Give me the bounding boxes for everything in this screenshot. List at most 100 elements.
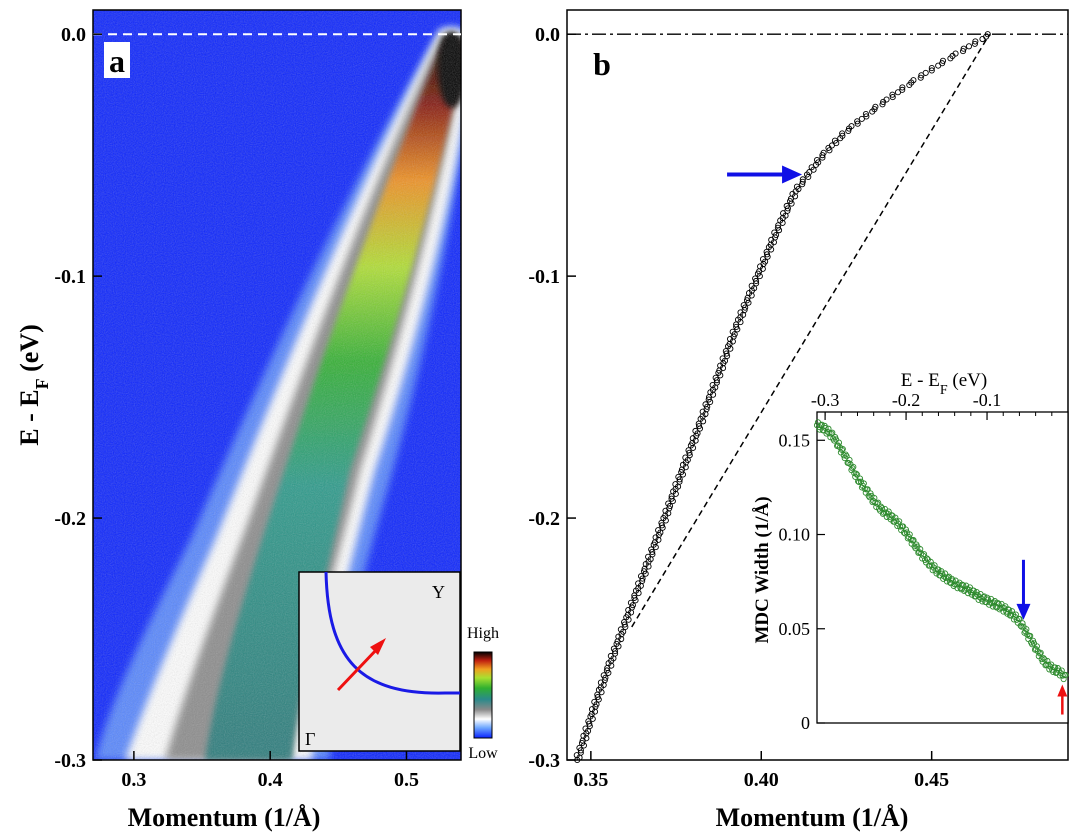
mdc-width-point (846, 456, 853, 463)
mdc-peak-point (743, 297, 751, 304)
brillouin-zone-inset: Y Γ (298, 571, 461, 752)
mdc-width-point (1036, 650, 1043, 657)
kink-arrow-head (782, 165, 803, 184)
mdc-width-point (1016, 615, 1023, 623)
mdc-peak-point (627, 599, 634, 606)
mdc-width-point (989, 603, 996, 610)
mdc-peak-point (658, 522, 665, 529)
mdc-peak-point (899, 84, 906, 91)
mdc-width-point (915, 549, 922, 556)
mdc-peak-point (668, 495, 675, 502)
mdc-peak-point (863, 113, 870, 120)
mdc-width-point (917, 546, 924, 553)
mdc-width-point (864, 486, 871, 493)
mdc-peak-point (621, 621, 628, 628)
mdc-peak-point (872, 103, 879, 110)
b-ytick-label: -0.3 (528, 750, 560, 772)
mdc-width-point (839, 445, 846, 453)
inset-xlabel: E - EF (eV) (901, 370, 987, 398)
mdc-peak-point (675, 473, 682, 480)
mdc-peak-point (759, 256, 767, 263)
mdc-peak-point (854, 120, 861, 127)
mdc-width-point (994, 599, 1001, 606)
bz-label-gamma: Γ (305, 729, 315, 749)
a-xtick-label: 0.4 (258, 769, 283, 791)
mdc-peak-point (889, 91, 896, 98)
a-ytick-label: 0.0 (61, 24, 86, 46)
panel-b-y-axis: 0.0 -0.1 -0.2 -0.3 (528, 24, 576, 772)
b-ytick-label: -0.2 (528, 508, 560, 530)
mdc-width-point (871, 494, 878, 502)
mdc-width-point (1019, 620, 1026, 627)
b-xtick-label: 0.45 (914, 769, 949, 791)
mdc-peak-point (631, 594, 638, 601)
mdc-width-point (1037, 649, 1044, 656)
mdc-width-point (829, 429, 836, 436)
mdc-width-point (1031, 646, 1039, 653)
mdc-peak-point (665, 500, 672, 507)
inset-ytick-label: 0 (801, 713, 810, 733)
mdc-width-point (902, 526, 909, 533)
mdc-peak-point (858, 115, 865, 122)
mdc-peak-point (752, 275, 759, 282)
mdc-peak-point (820, 149, 827, 156)
panel-b-xlabel: Momentum (1/Å) (716, 803, 909, 832)
mdc-peak-point (576, 744, 583, 751)
mdc-peak-point (899, 86, 906, 93)
mdc-peak-point (594, 694, 601, 701)
mdc-peak-point (952, 50, 959, 57)
mdc-peak-point (740, 302, 747, 309)
mdc-width-point (1062, 671, 1069, 679)
mdc-width-point (963, 582, 970, 589)
mdc-width-point (910, 537, 917, 544)
a-ytick-label: -0.1 (54, 266, 86, 288)
mdc-peak-points (573, 31, 991, 764)
mdc-peak-point (984, 31, 991, 38)
mdc-width-point (979, 598, 986, 605)
mdc-width-point (981, 593, 988, 600)
mdc-width-point (927, 558, 934, 565)
mdc-width-point (1005, 606, 1012, 613)
mdc-width-point (959, 581, 966, 588)
inset-y-axis: 0 0.05 0.10 0.15 (779, 430, 825, 733)
b-xtick-label: 0.40 (744, 769, 779, 791)
mdc-width-point (965, 590, 972, 597)
mdc-peak-point (763, 251, 771, 258)
panel-b-dispersion: 0.0 -0.1 -0.2 -0.3 0.35 0.40 0.45 b Momentum … (528, 9, 1069, 832)
mdc-peak-point (610, 645, 617, 652)
inset-ytick-label: 0.15 (779, 430, 811, 450)
mdc-width-inset: -0.3 -0.2 -0.1 0 0.05 0.10 0.15 E - EF (eV) M… (752, 370, 1069, 733)
mdc-peak-point (799, 178, 806, 185)
panel-a-letter: a (109, 43, 125, 79)
mdc-peak-point (879, 101, 886, 108)
mdc-peak-point (712, 374, 719, 381)
mdc-peak-point (621, 619, 628, 626)
a-ytick-label: -0.3 (54, 750, 86, 772)
mdc-width-point (1006, 606, 1013, 613)
panel-a-y-axis: 0.0 -0.1 -0.2 -0.3 (54, 24, 102, 772)
b-ytick-label: -0.1 (528, 266, 560, 288)
mdc-width-point (875, 499, 882, 506)
panel-a-letter-bg (104, 42, 130, 78)
mdc-peak-point (655, 527, 662, 534)
mdc-peak-point (648, 546, 655, 553)
mdc-peak-point (799, 176, 806, 183)
panel-a-ylabel: E - EF (eV) (15, 324, 52, 445)
mdc-width-point (843, 453, 850, 460)
panel-a-xlabel: Momentum (1/Å) (128, 803, 321, 832)
mdc-peak-point (695, 423, 703, 430)
mdc-width-point (1018, 623, 1025, 630)
mdc-width-point (921, 551, 928, 558)
mdc-width-point (1041, 656, 1048, 663)
mdc-peak-point (763, 248, 770, 255)
mdc-peak-point (939, 57, 947, 64)
inset-ylabel: MDC Width (1/Å) (752, 496, 773, 643)
mdc-peak-point (603, 667, 610, 674)
mdc-peak-point (813, 156, 821, 164)
bz-inset-frame (298, 571, 461, 752)
mdc-peak-point (965, 43, 973, 50)
mdc-peak-point (729, 328, 736, 335)
a-xtick-label: 0.5 (394, 769, 419, 791)
mdc-peak-point (640, 568, 648, 575)
mdc-peak-point (862, 110, 869, 118)
